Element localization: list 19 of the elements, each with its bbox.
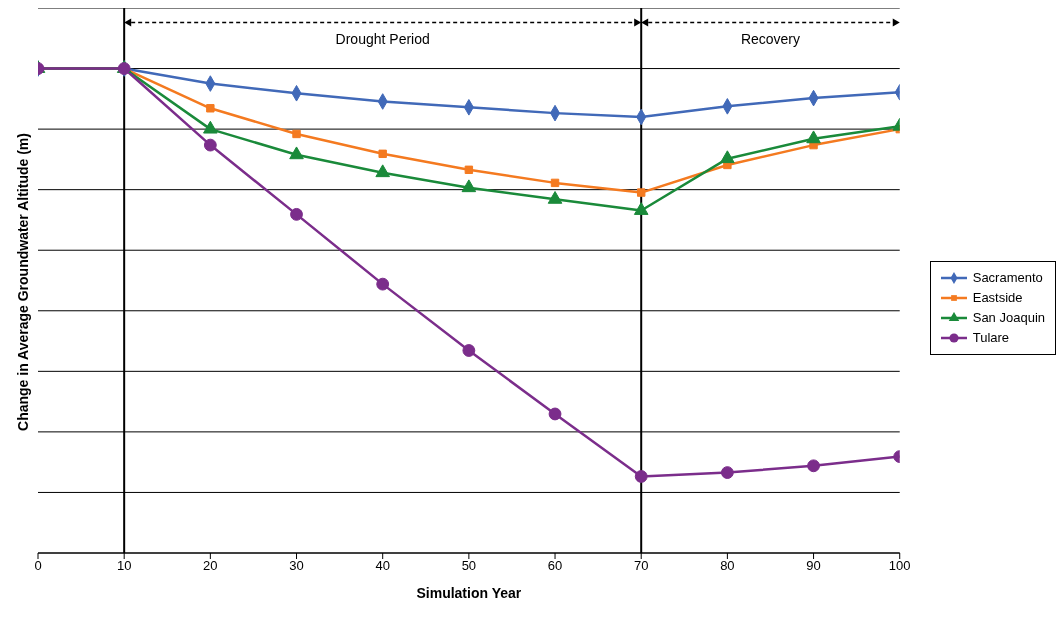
- legend-label: Eastside: [972, 289, 1023, 307]
- legend-label: Sacramento: [972, 269, 1043, 287]
- x-tick-label: 70: [633, 558, 649, 574]
- x-tick-label: 30: [289, 558, 304, 574]
- y-axis-title: Change in Average Groundwater Altitude (m): [15, 133, 32, 431]
- x-tick-label: 20: [203, 558, 218, 574]
- x-tick-label: 50: [461, 558, 477, 574]
- x-tick-label: 80: [720, 558, 735, 574]
- x-tick-label: 100: [888, 558, 911, 574]
- x-tick-label: 60: [547, 558, 563, 574]
- legend-label: San Joaquin: [972, 309, 1045, 327]
- legend-label: Tulare: [972, 329, 1010, 347]
- text: Drought Period: [335, 31, 430, 48]
- x-tick-label: 10: [116, 558, 132, 574]
- text: Recovery: [740, 31, 801, 48]
- x-tick-label: 90: [806, 558, 821, 574]
- x-axis-title: Simulation Year: [416, 585, 522, 601]
- x-tick-label: 0: [34, 558, 42, 574]
- x-tick-label: 40: [375, 558, 390, 574]
